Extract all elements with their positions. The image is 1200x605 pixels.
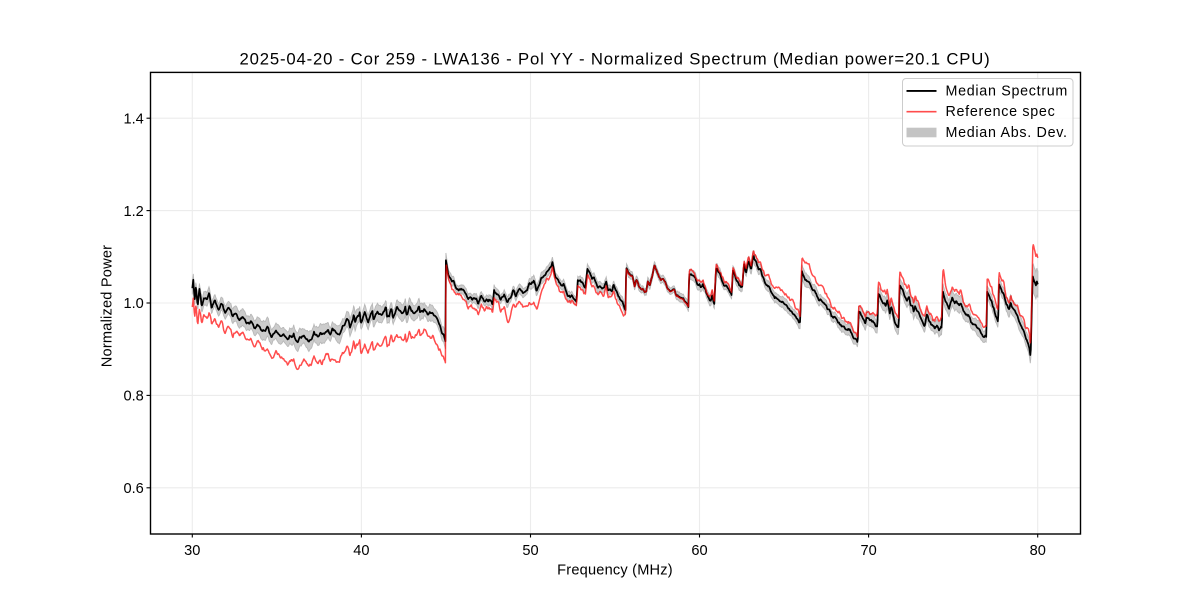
svg-text:1.2: 1.2 <box>124 204 144 220</box>
svg-text:Median Spectrum: Median Spectrum <box>946 83 1069 99</box>
svg-text:Frequency (MHz): Frequency (MHz) <box>557 563 673 579</box>
svg-text:1.4: 1.4 <box>124 111 144 127</box>
svg-text:40: 40 <box>353 543 369 559</box>
svg-text:Reference spec: Reference spec <box>946 104 1056 120</box>
svg-text:60: 60 <box>691 543 707 559</box>
svg-text:50: 50 <box>522 543 538 559</box>
svg-text:1.0: 1.0 <box>124 296 144 312</box>
svg-text:80: 80 <box>1030 543 1046 559</box>
svg-text:Normalized Power: Normalized Power <box>100 245 116 367</box>
svg-text:0.6: 0.6 <box>124 481 144 497</box>
svg-text:2025-04-20 - Cor 259 - LWA136: 2025-04-20 - Cor 259 - LWA136 - Pol YY -… <box>239 50 990 69</box>
svg-text:0.8: 0.8 <box>124 389 144 405</box>
svg-text:30: 30 <box>184 543 200 559</box>
svg-text:Median Abs. Dev.: Median Abs. Dev. <box>946 125 1068 141</box>
svg-text:70: 70 <box>860 543 876 559</box>
